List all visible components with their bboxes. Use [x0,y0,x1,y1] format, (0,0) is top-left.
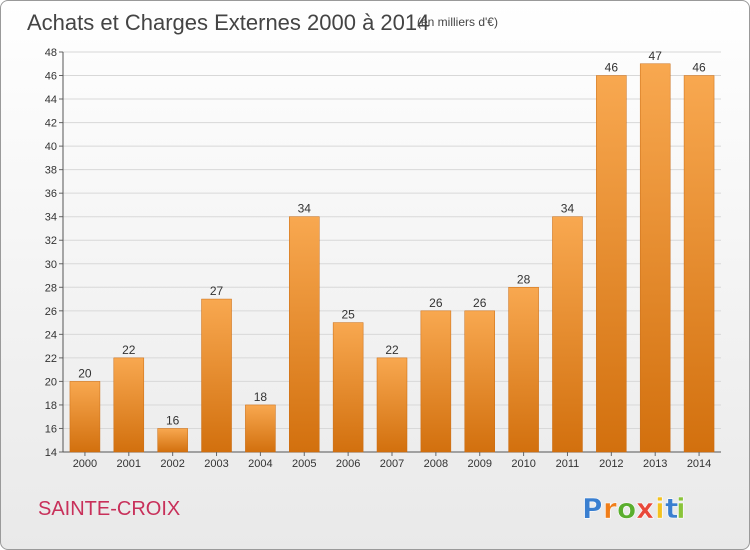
logo-letter: r [603,492,617,525]
x-tick-label-2009: 2009 [467,458,491,470]
bar-2000 [69,381,101,453]
y-tick-label: 32 [45,235,57,247]
y-tick-label: 30 [45,259,57,271]
bar-2014 [683,75,715,453]
chart-title: Achats et Charges Externes 2000 à 2014 [27,10,429,35]
value-label-2014: 46 [692,61,706,75]
y-tick-label: 38 [45,165,57,177]
value-label-2003: 27 [210,284,224,298]
y-tick-label: 18 [45,400,57,412]
logo-letter: i [655,492,665,525]
x-tick-label-2002: 2002 [160,458,184,470]
bar-2004 [245,404,276,453]
bar-2013 [639,63,671,453]
y-tick-label: 26 [45,306,57,318]
y-tick-label: 44 [45,94,57,106]
y-tick-labels: 14 16 18 20 22 24 26 28 30 32 34 36 38 40 42 44 46 48 [45,47,57,459]
bar-2006 [332,322,364,453]
y-tick-label: 36 [45,188,57,200]
value-label-2006: 25 [341,308,355,322]
bar-2008 [420,310,452,453]
value-label-2004: 18 [254,390,268,404]
bar-2001 [113,357,145,453]
value-label-2010: 28 [517,272,531,286]
value-label-2007: 22 [385,343,399,357]
logo-letter: o [617,492,636,525]
bar-2011 [552,216,583,453]
x-tick-label-2005: 2005 [292,458,316,470]
logo-letter: i [676,492,686,525]
logo-letter: t [665,492,678,525]
x-tick-label-2014: 2014 [687,458,711,470]
value-label-2009: 26 [473,296,487,310]
value-labels: 20 22 16 27 18 34 25 22 26 26 28 34 46 47 46 [78,49,706,428]
bar-2003 [201,298,232,453]
city-name: SAINTE-CROIX [38,498,180,520]
bar-2012 [596,75,627,453]
bars [69,63,715,453]
x-tick-label-2008: 2008 [424,458,448,470]
y-tick-label: 22 [45,353,57,365]
bar-2009 [464,310,495,453]
y-tick-label: 20 [45,376,57,388]
value-label-2013: 47 [649,49,663,63]
value-label-2002: 16 [166,413,180,427]
x-tick-label-2003: 2003 [204,458,228,470]
value-label-2001: 22 [122,343,136,357]
y-tick-label: 42 [45,118,57,130]
logo-letter: P [582,492,603,525]
value-label-2012: 46 [605,61,619,75]
y-tick-label: 24 [45,329,57,341]
y-tick-label: 16 [45,423,57,435]
bar-2005 [289,216,320,453]
x-tick-label-2001: 2001 [117,458,141,470]
logo-letter: x [636,492,654,525]
x-tick-label-2000: 2000 [73,458,97,470]
value-label-2008: 26 [429,296,443,310]
x-tick-label-2007: 2007 [380,458,404,470]
x-tick-label-2012: 2012 [599,458,623,470]
value-label-2005: 34 [298,202,312,216]
chart-subtitle: (en milliers d'€) [417,15,498,29]
x-tick-labels: 2000 2001 2002 2003 2004 2005 2006 2007 2008 2009… [73,452,711,470]
value-label-2000: 20 [78,366,92,380]
y-tick-label: 28 [45,282,57,294]
x-tick-label-2011: 2011 [556,458,580,470]
value-label-2011: 34 [561,202,575,216]
bar-2010 [508,287,539,453]
x-tick-label-2004: 2004 [248,458,272,470]
y-tick-label: 46 [45,71,57,83]
y-tick-label: 14 [45,447,57,459]
bar-2007 [376,357,408,453]
x-tick-label-2010: 2010 [511,458,535,470]
x-tick-label-2006: 2006 [336,458,360,470]
y-tick-label: 48 [45,47,57,59]
y-tick-label: 34 [45,212,57,224]
x-tick-label-2013: 2013 [643,458,667,470]
y-tick-label: 40 [45,141,57,153]
bar-2002 [157,428,188,453]
